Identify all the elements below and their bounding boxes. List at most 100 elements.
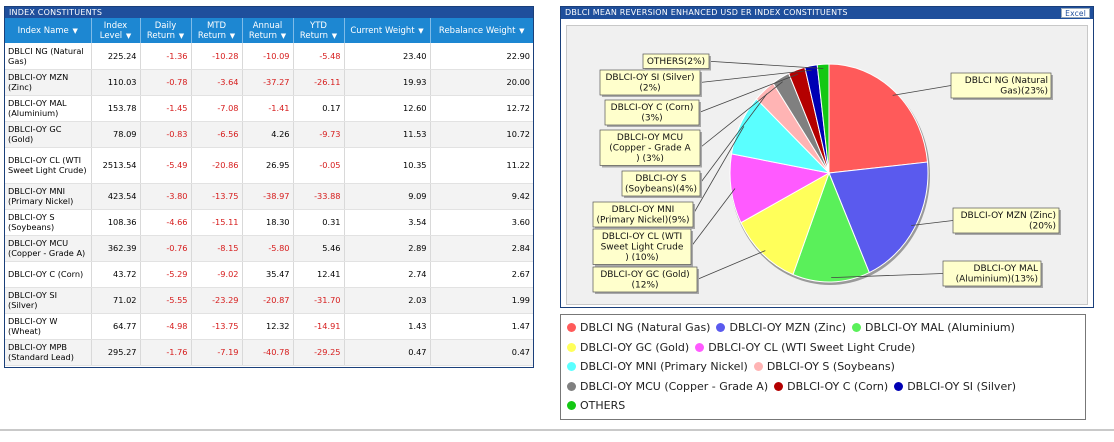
table-cell-current: 2.03 bbox=[344, 287, 431, 314]
legend-item[interactable]: DBLCI NG (Natural Gas) bbox=[567, 321, 710, 334]
table-cell-rebalance: 12.72 bbox=[430, 95, 533, 122]
table-cell-name: DBLCI NG (Natural Gas) bbox=[5, 43, 92, 70]
table-cell-current: 10.35 bbox=[344, 147, 431, 184]
legend-item[interactable]: DBLCI-OY MNI (Primary Nickel) bbox=[567, 360, 748, 373]
table-cell-ytd: 12.41 bbox=[293, 261, 345, 288]
table-cell-rebalance: 2.84 bbox=[430, 235, 533, 262]
excel-export-button[interactable]: Excel bbox=[1061, 8, 1090, 18]
callout-leader-line bbox=[696, 250, 766, 280]
pie-slice[interactable] bbox=[729, 153, 831, 224]
pie-slice[interactable] bbox=[792, 171, 870, 283]
legend-row: DBLCI-OY MCU (Copper - Grade A) DBLCI-OY … bbox=[567, 377, 1085, 397]
legend-marker-icon bbox=[695, 342, 705, 352]
legend-marker-icon bbox=[567, 323, 576, 333]
table-cell-ytd: -0.05 bbox=[293, 147, 345, 184]
legend-label: OTHERS bbox=[580, 399, 626, 413]
page-divider bbox=[0, 429, 1114, 431]
table-row[interactable]: DBLCI-OY CL (WTI Sweet Light Crude) 2513.… bbox=[5, 147, 533, 184]
table-row[interactable]: DBLCI NG (Natural Gas) 225.24 -1.36 -10.28-… bbox=[5, 43, 533, 70]
legend-item[interactable]: DBLCI-OY MCU (Copper - Grade A) bbox=[567, 380, 768, 393]
table-cell-rebalance: 2.67 bbox=[430, 261, 533, 288]
column-header[interactable]: Annual Return ▼ bbox=[242, 18, 294, 43]
legend-item[interactable]: DBLCI-OY CL (WTI Sweet Light Crude) bbox=[695, 341, 915, 354]
sort-arrow-icon[interactable]: ▼ bbox=[418, 26, 424, 35]
table-cell-daily: -5.49 bbox=[140, 147, 192, 184]
table-cell-annual: -40.78 bbox=[242, 339, 294, 366]
callout-label: DBLCI-OY S (Soybeans)(4%) bbox=[621, 170, 702, 198]
table-cell-current: 3.54 bbox=[344, 209, 431, 236]
index-constituents-title: INDEX CONSTITUENTS bbox=[5, 7, 533, 18]
callout-label: DBLCI-OY MNI (Primary Nickel)(9%) bbox=[592, 201, 695, 229]
legend-label: DBLCI-OY C (Corn) bbox=[787, 379, 889, 393]
table-row[interactable]: DBLCI-OY MPB (Standard Lead) 295.27 -1.76-… bbox=[5, 339, 533, 366]
table-row[interactable]: DBLCI-OY W (Wheat) 64.77 -4.98 -13.75 12.32-… bbox=[5, 313, 533, 340]
legend-marker-icon bbox=[567, 342, 576, 352]
sort-arrow-icon[interactable]: ▼ bbox=[229, 31, 236, 40]
sort-arrow-icon[interactable]: ▼ bbox=[178, 31, 185, 40]
column-header-label: Index Name bbox=[17, 25, 72, 36]
legend-item[interactable]: DBLCI-OY MAL (Aluminium) bbox=[852, 321, 1015, 334]
table-row[interactable]: DBLCI-OY MCU (Copper - Grade A) 362.39 -0.… bbox=[5, 235, 533, 262]
table-row[interactable]: DBLCI-OY S (Soybeans) 108.36 -4.66 -15.11 18… bbox=[5, 209, 533, 236]
table-cell-name: DBLCI-OY GC (Gold) bbox=[5, 121, 92, 148]
sort-arrow-icon[interactable]: ▼ bbox=[280, 31, 287, 40]
sort-arrow-icon[interactable]: ▼ bbox=[125, 31, 132, 40]
sort-arrow-icon[interactable]: ▼ bbox=[331, 31, 338, 40]
table-row[interactable]: DBLCI-OY GC (Gold) 78.09 -0.83 -6.56 4.26 -9.… bbox=[5, 121, 533, 148]
column-header[interactable]: Daily Return ▼ bbox=[140, 18, 192, 43]
pie-slice[interactable] bbox=[828, 63, 929, 174]
table-cell-name: DBLCI-OY C (Corn) bbox=[5, 261, 92, 288]
table-row[interactable]: DBLCI-OY C (Corn) 43.72 -5.29 -9.02 35.47 12.… bbox=[5, 261, 533, 288]
table-cell-mtd: -10.28 bbox=[191, 43, 243, 70]
legend-item[interactable]: DBLCI-OY GC (Gold) bbox=[567, 341, 689, 354]
table-cell-level: 225.24 bbox=[91, 43, 141, 70]
column-header-label: Daily Return bbox=[146, 20, 178, 41]
table-cell-daily: -5.29 bbox=[140, 261, 192, 288]
column-header[interactable]: Current Weight ▼ bbox=[344, 18, 431, 43]
legend-item[interactable]: DBLCI-OY MZN (Zinc) bbox=[716, 321, 846, 334]
legend-item[interactable]: DBLCI-OY S (Soybeans) bbox=[753, 360, 895, 373]
table-cell-level: 78.09 bbox=[91, 121, 141, 148]
legend-item[interactable]: DBLCI-OY SI (Silver) bbox=[894, 380, 1016, 393]
table-cell-name: DBLCI-OY MCU (Copper - Grade A) bbox=[5, 235, 92, 262]
column-header[interactable]: Rebalance Weight ▼ bbox=[430, 18, 533, 43]
table-cell-rebalance: 11.22 bbox=[430, 147, 533, 184]
pie-slice[interactable] bbox=[816, 63, 830, 174]
table-cell-rebalance: 1.47 bbox=[430, 313, 533, 340]
sort-arrow-icon[interactable]: ▼ bbox=[519, 26, 525, 35]
column-header[interactable]: YTD Return ▼ bbox=[293, 18, 345, 43]
table-cell-current: 2.74 bbox=[344, 261, 431, 288]
constituents-table: Index Name ▼ Index Level ▼ Daily Return ▼ M… bbox=[5, 18, 533, 366]
pie-slice[interactable] bbox=[740, 171, 830, 276]
callout-label: DBLCI-OY CL (WTI Sweet Light Crude) (10%) bbox=[592, 228, 693, 267]
table-cell-name: DBLCI-OY CL (WTI Sweet Light Crude) bbox=[5, 147, 92, 184]
column-header[interactable]: Index Level ▼ bbox=[91, 18, 141, 43]
callout-text: OTHERS(2%) bbox=[647, 57, 705, 67]
column-header[interactable]: MTD Return ▼ bbox=[191, 18, 243, 43]
legend-item[interactable]: OTHERS bbox=[567, 399, 625, 412]
callout-leader-line bbox=[698, 73, 799, 113]
table-cell-name: DBLCI-OY SI (Silver) bbox=[5, 287, 92, 314]
table-cell-rebalance: 20.00 bbox=[430, 69, 533, 96]
table-row[interactable]: DBLCI-OY MAL (Aluminium) 153.78 -1.45 -7.08… bbox=[5, 95, 533, 122]
table-cell-mtd: -15.11 bbox=[191, 209, 243, 236]
table-cell-ytd: -5.48 bbox=[293, 43, 345, 70]
column-header-label: Current Weight bbox=[350, 25, 418, 36]
sort-arrow-icon[interactable]: ▼ bbox=[72, 26, 78, 35]
table-row[interactable]: DBLCI-OY MZN (Zinc) 110.03 -0.78 -3.64 -37.2… bbox=[5, 69, 533, 96]
legend-label: DBLCI-OY MZN (Zinc) bbox=[729, 321, 847, 335]
table-cell-mtd: -13.75 bbox=[191, 183, 243, 210]
column-header-label: Index Level bbox=[99, 20, 128, 41]
table-cell-annual: -37.27 bbox=[242, 69, 294, 96]
table-row[interactable]: DBLCI-OY MNI (Primary Nickel) 423.54 -3.80… bbox=[5, 183, 533, 210]
legend-row: DBLCI NG (Natural Gas) DBLCI-OY MZN (Zinc… bbox=[567, 318, 1085, 338]
table-row[interactable]: DBLCI-OY SI (Silver) 71.02 -5.55 -23.29 -20.… bbox=[5, 287, 533, 314]
table-cell-level: 423.54 bbox=[91, 183, 141, 210]
table-cell-level: 43.72 bbox=[91, 261, 141, 288]
callout-text: DBLCI NG (Natural Gas)(23%) bbox=[965, 76, 1048, 97]
pie-slice[interactable] bbox=[828, 161, 929, 274]
legend-item[interactable]: DBLCI-OY C (Corn) bbox=[774, 380, 888, 393]
legend-label: DBLCI-OY MAL (Aluminium) bbox=[865, 321, 1015, 335]
column-header[interactable]: Index Name ▼ bbox=[5, 18, 92, 43]
callout-label: DBLCI-OY MCU (Copper - Grade A) (3%) bbox=[599, 129, 702, 168]
